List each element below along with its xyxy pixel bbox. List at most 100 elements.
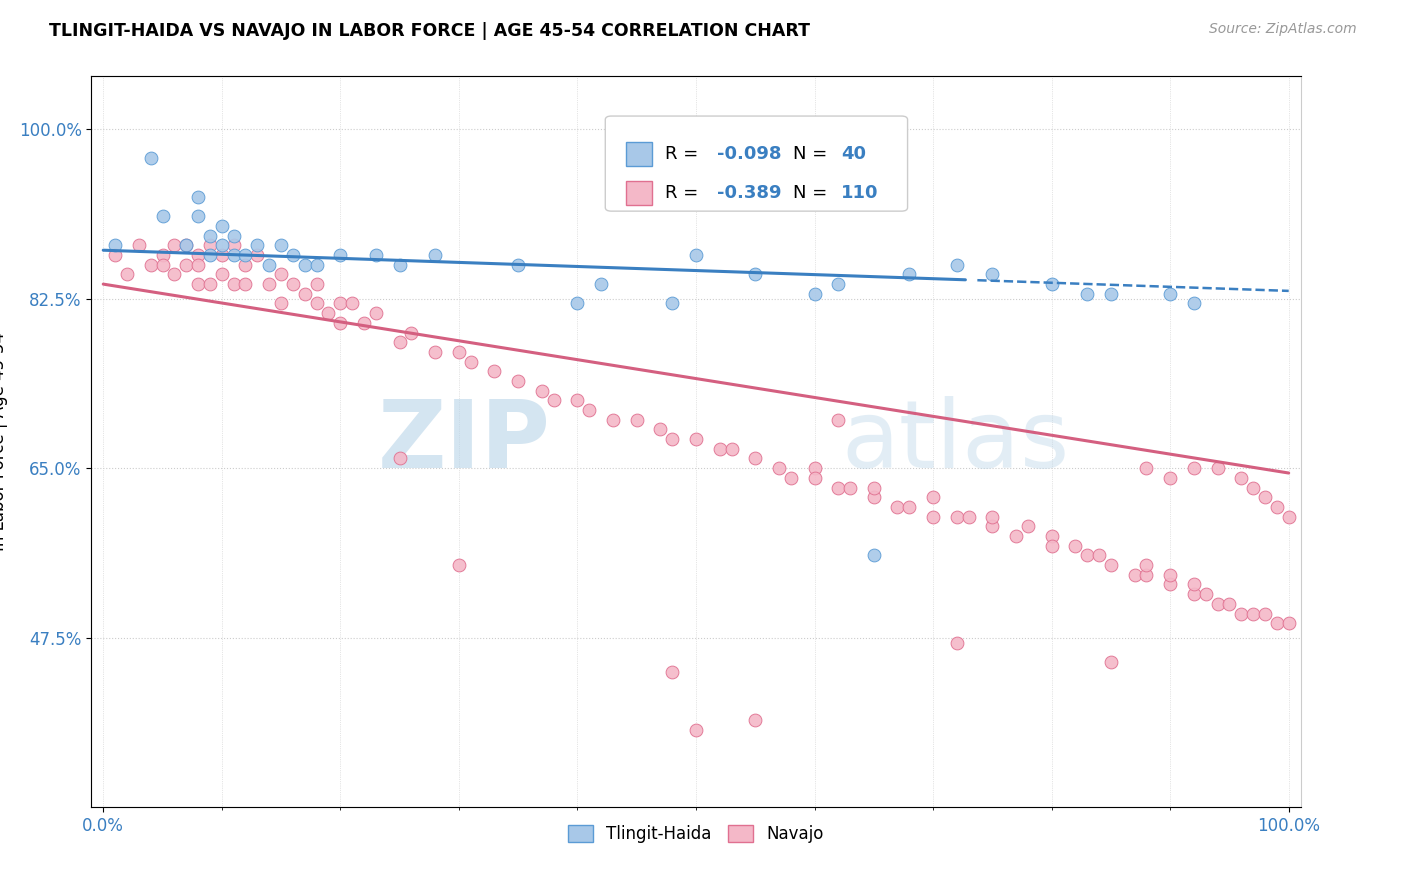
Point (945, 509, 967, 524)
Point (235, 258, 257, 272)
Point (1076, 286, 1098, 301)
Point (591, 277, 613, 292)
Text: Source: ZipAtlas.com: Source: ZipAtlas.com (1209, 22, 1357, 37)
Point (1278, 509, 1301, 524)
Point (163, 238, 186, 252)
Point (650, 422, 672, 436)
Y-axis label: In Labor Force | Age 45-54: In Labor Force | Age 45-54 (0, 332, 7, 551)
Point (827, 481, 849, 495)
Point (827, 277, 849, 292)
Point (1182, 587, 1205, 601)
Point (222, 238, 245, 252)
Point (1254, 607, 1277, 621)
Point (257, 258, 280, 272)
Point (530, 384, 553, 398)
Point (187, 258, 209, 272)
Text: N =: N = (793, 184, 832, 202)
Point (1265, 616, 1288, 631)
Point (353, 316, 375, 330)
Point (685, 723, 707, 737)
Point (198, 277, 221, 292)
Point (1254, 490, 1277, 504)
Point (1088, 549, 1111, 563)
Text: -0.389: -0.389 (717, 184, 780, 202)
Point (661, 665, 683, 679)
Point (235, 248, 257, 262)
Point (1241, 607, 1264, 621)
Point (685, 248, 707, 262)
Point (744, 268, 766, 282)
Point (187, 248, 209, 262)
Point (803, 461, 825, 475)
Point (1064, 539, 1087, 553)
Point (862, 490, 884, 504)
Point (187, 277, 209, 292)
Point (768, 461, 790, 475)
Point (281, 277, 304, 292)
Point (945, 258, 967, 272)
Text: atlas: atlas (841, 395, 1070, 488)
Point (720, 442, 742, 456)
Point (1099, 655, 1122, 669)
Point (401, 326, 423, 340)
Point (626, 413, 648, 427)
Point (246, 238, 269, 252)
Point (685, 432, 707, 446)
Point (945, 635, 967, 649)
Point (1182, 296, 1205, 310)
Point (139, 151, 162, 165)
Text: R =: R = (665, 145, 703, 163)
Point (388, 258, 411, 272)
Point (1123, 567, 1146, 582)
Point (447, 345, 470, 359)
Point (211, 248, 233, 262)
Point (1159, 567, 1181, 582)
Point (305, 296, 328, 310)
Point (508, 374, 530, 388)
Point (898, 268, 921, 282)
Point (329, 296, 352, 310)
Point (1040, 539, 1063, 553)
Text: N =: N = (793, 145, 832, 163)
Point (1195, 587, 1218, 601)
Point (211, 268, 233, 282)
Point (270, 268, 292, 282)
Point (104, 248, 127, 262)
Point (235, 277, 257, 292)
Point (886, 500, 908, 514)
Point (364, 306, 387, 320)
Point (1159, 286, 1181, 301)
Point (198, 228, 221, 243)
Point (981, 268, 1004, 282)
Point (174, 258, 197, 272)
Point (425, 345, 447, 359)
Point (1278, 616, 1301, 631)
Point (211, 238, 233, 252)
Point (922, 509, 945, 524)
Point (329, 248, 352, 262)
Point (104, 238, 127, 252)
Point (246, 248, 269, 262)
Point (152, 258, 174, 272)
Point (187, 190, 209, 204)
Point (1135, 558, 1157, 572)
FancyBboxPatch shape (626, 143, 652, 166)
Point (898, 500, 921, 514)
Point (709, 442, 731, 456)
Point (1017, 519, 1039, 533)
Point (222, 228, 245, 243)
Point (1005, 529, 1028, 543)
Text: R =: R = (665, 184, 703, 202)
Point (803, 471, 825, 485)
Point (661, 432, 683, 446)
Point (827, 413, 849, 427)
Point (1099, 558, 1122, 572)
Point (1040, 277, 1063, 292)
Point (1241, 481, 1264, 495)
Point (1230, 471, 1253, 485)
Point (222, 277, 245, 292)
Point (1099, 286, 1122, 301)
Point (779, 471, 801, 485)
FancyBboxPatch shape (605, 116, 908, 211)
Point (222, 248, 245, 262)
